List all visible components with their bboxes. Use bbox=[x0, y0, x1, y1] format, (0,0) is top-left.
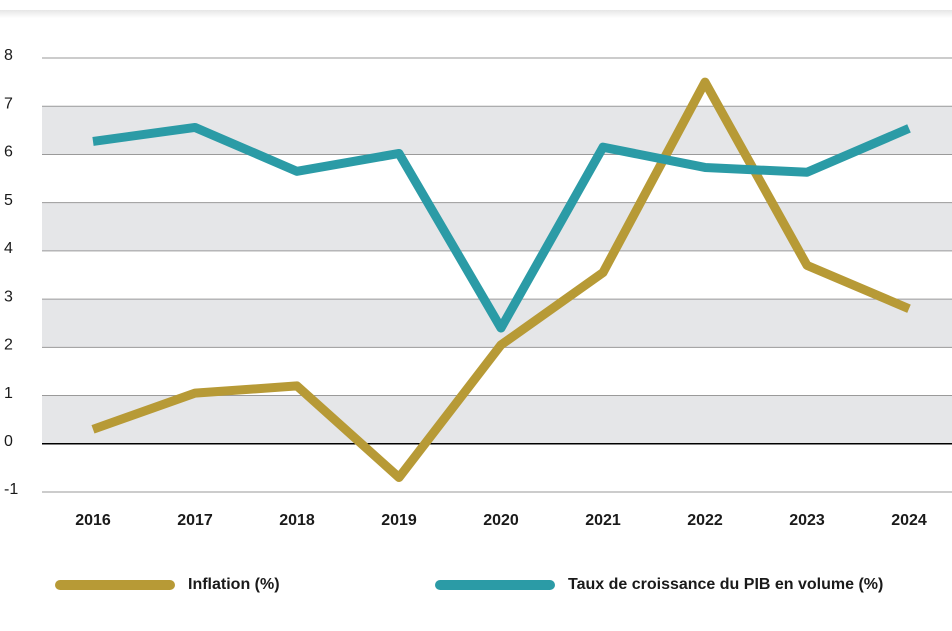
y-tick-label: 4 bbox=[4, 240, 13, 257]
grid-band bbox=[42, 202, 952, 251]
x-tick-label: 2020 bbox=[483, 512, 519, 529]
x-tick-label: 2023 bbox=[789, 512, 825, 529]
x-tick-label: 2016 bbox=[75, 512, 111, 529]
y-tick-label: 3 bbox=[4, 288, 13, 305]
x-tick-label: 2019 bbox=[381, 512, 417, 529]
grid-band bbox=[42, 395, 952, 444]
x-tick-label: 2021 bbox=[585, 512, 621, 529]
bands bbox=[42, 106, 952, 444]
y-tick-label: 5 bbox=[4, 192, 13, 209]
y-tick-label: 2 bbox=[4, 337, 13, 354]
series-line bbox=[91, 77, 911, 483]
y-tick-label: 7 bbox=[4, 95, 13, 112]
x-tick-label: 2018 bbox=[279, 512, 315, 529]
legend-label: Taux de croissance du PIB en volume (%) bbox=[568, 576, 883, 593]
x-tick-label: 2017 bbox=[177, 512, 213, 529]
y-tick-label: -1 bbox=[4, 481, 18, 498]
series-line bbox=[92, 122, 911, 333]
x-tick-label: 2024 bbox=[891, 512, 927, 529]
legend-label: Inflation (%) bbox=[188, 576, 280, 593]
y-tick-label: 1 bbox=[4, 385, 13, 402]
y-tick-label: 6 bbox=[4, 144, 13, 161]
y-tick-label: 0 bbox=[4, 433, 13, 450]
y-tick-label: 8 bbox=[4, 47, 13, 64]
top-shadow bbox=[0, 10, 952, 18]
x-tick-label: 2022 bbox=[687, 512, 723, 529]
